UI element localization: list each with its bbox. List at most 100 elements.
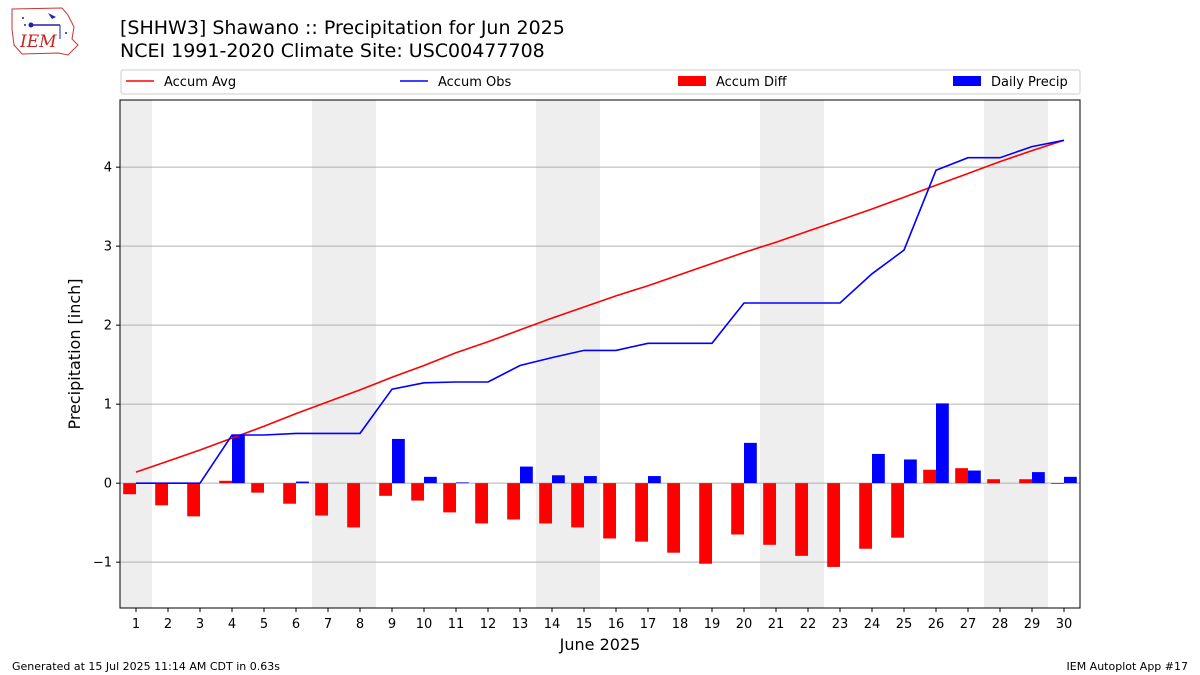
bar-accum-diff-day-14 (539, 483, 552, 524)
y-tick-label: 2 (104, 319, 112, 334)
x-tick-label: 25 (896, 617, 913, 632)
bar-daily-precip-day-11 (456, 482, 469, 484)
bar-daily-precip-day-30 (1064, 476, 1077, 484)
bar-accum-diff-day-8 (347, 483, 360, 528)
bar-daily-precip-day-14 (552, 475, 565, 484)
bar-accum-diff-day-22 (795, 483, 808, 556)
bar-daily-precip-day-26 (936, 403, 949, 484)
bar-accum-diff-day-15 (571, 483, 584, 528)
bar-accum-diff-day-2 (155, 483, 168, 506)
y-tick-label: −1 (93, 556, 112, 571)
bar-daily-precip-day-29 (1032, 472, 1045, 484)
legend-box (120, 69, 1081, 95)
app-footer: IEM Autoplot App #17 (1066, 660, 1189, 673)
bar-daily-precip-day-13 (520, 466, 533, 484)
x-tick-label: 15 (576, 617, 593, 632)
line-accum-avg (135, 139, 1065, 473)
x-tick-label: 4 (228, 617, 236, 632)
x-tick-label: 14 (544, 617, 561, 632)
x-tick-label: 28 (992, 617, 1009, 632)
y-tick-label: 0 (104, 477, 112, 492)
bar-accum-diff-day-25 (891, 483, 904, 538)
x-tick-label: 18 (672, 617, 689, 632)
x-tick-label: 5 (260, 617, 268, 632)
bar-daily-precip-day-24 (872, 453, 885, 484)
x-tick-label: 29 (1024, 617, 1041, 632)
bar-accum-diff-day-11 (443, 483, 456, 513)
bar-accum-diff-day-13 (507, 483, 520, 520)
x-tick-label: 19 (704, 617, 721, 632)
y-tick-label: 4 (104, 161, 112, 176)
x-tick-label: 27 (960, 617, 977, 632)
bar-accum-diff-day-18 (667, 483, 680, 553)
bar-accum-diff-day-3 (187, 483, 200, 517)
x-tick-label: 30 (1056, 617, 1073, 632)
y-tick-label: 3 (104, 240, 112, 255)
iem-logo: IEM (11, 7, 79, 56)
bar-accum-diff-day-30 (1051, 483, 1064, 484)
weekend-band-1 (312, 100, 376, 608)
x-tick-label: 9 (388, 617, 396, 632)
bar-daily-precip-day-6 (296, 481, 309, 484)
bar-daily-precip-day-15 (584, 476, 597, 484)
bar-accum-diff-day-19 (699, 483, 712, 564)
x-tick-label: 17 (640, 617, 657, 632)
bar-daily-precip-day-25 (904, 459, 917, 484)
x-tick-label: 2 (164, 617, 172, 632)
legend-label-accum-diff: Accum Diff (716, 75, 788, 90)
legend: Accum Avg Accum Obs Accum Diff Daily Precip (120, 69, 1081, 95)
weekend-band-4 (984, 100, 1048, 608)
legend-label-accum-obs: Accum Obs (438, 75, 511, 90)
x-tick-label: 8 (356, 617, 364, 632)
x-axis-ticks: 1 2 3 4 5 6 7 8 9 10 11 12 13 14 15 16 17 18 19 20 21 22 23 24 2… (132, 608, 1072, 632)
bar-accum-diff-day-27 (955, 468, 968, 484)
bar-accum-diff-day-12 (475, 483, 488, 524)
legend-swatch-accum-diff (678, 76, 706, 86)
x-tick-label: 22 (800, 617, 817, 632)
bar-daily-precip-day-27 (968, 470, 981, 484)
legend-label-accum-avg: Accum Avg (164, 75, 236, 90)
bar-accum-diff-day-16 (603, 483, 616, 539)
bar-daily-precip-day-4 (232, 434, 245, 484)
gridlines (120, 166, 1080, 563)
bar-daily-precip-day-17 (648, 476, 661, 484)
x-tick-label: 1 (132, 617, 140, 632)
bar-accum-diff-day-1 (123, 483, 136, 495)
bar-accum-diff-day-9 (379, 483, 392, 496)
weekend-shading (120, 100, 1048, 608)
x-tick-label: 20 (736, 617, 753, 632)
y-tick-label: 1 (104, 398, 112, 413)
line-accum-obs (136, 139, 1065, 485)
legend-swatch-daily-precip (953, 76, 981, 86)
x-tick-label: 7 (324, 617, 332, 632)
x-tick-label: 12 (480, 617, 497, 632)
bar-accum-diff-day-26 (923, 469, 936, 484)
bar-accum-diff-day-23 (827, 483, 840, 567)
bar-accum-diff-day-7 (315, 483, 328, 516)
x-tick-label: 26 (928, 617, 945, 632)
bar-accum-diff-day-28 (987, 479, 1000, 484)
weekend-band-0 (120, 100, 152, 608)
lines (135, 139, 1065, 485)
bar-accum-diff-day-24 (859, 483, 872, 549)
x-tick-label: 23 (832, 617, 849, 632)
x-tick-label: 16 (608, 617, 625, 632)
bar-daily-precip-day-20 (744, 442, 757, 484)
chart-subtitle: NCEI 1991-2020 Climate Site: USC00477708 (120, 40, 545, 62)
plot-frame (119, 99, 1081, 609)
legend-label-daily-precip: Daily Precip (991, 75, 1068, 90)
x-tick-label: 10 (416, 617, 433, 632)
x-axis-label: June 2025 (559, 635, 641, 654)
bar-accum-diff-day-21 (763, 483, 776, 545)
bars (123, 403, 1077, 567)
bar-accum-diff-day-10 (411, 483, 424, 501)
x-tick-label: 3 (196, 617, 204, 632)
generated-footer: Generated at 15 Jul 2025 11:14 AM CDT in… (12, 660, 280, 673)
y-axis-label: Precipitation [inch] (65, 278, 84, 429)
bar-accum-diff-day-4 (219, 480, 232, 484)
x-tick-label: 11 (448, 617, 465, 632)
x-tick-label: 21 (768, 617, 785, 632)
chart-title: [SHHW3] Shawano :: Precipitation for Jun… (120, 17, 565, 39)
bar-daily-precip-day-9 (392, 438, 405, 484)
